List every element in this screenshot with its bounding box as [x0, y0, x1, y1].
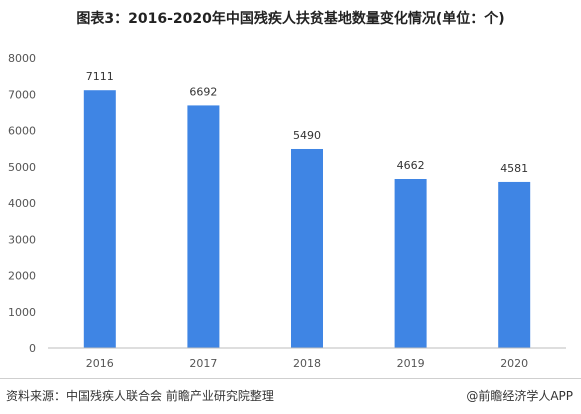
x-tick-label-2017: 2017 — [189, 357, 217, 370]
x-tick-label-2018: 2018 — [293, 357, 321, 370]
data-label-2019: 4662 — [397, 159, 425, 172]
x-tick-label-2016: 2016 — [86, 357, 114, 370]
bars-group — [83, 90, 531, 348]
bar-2020 — [498, 181, 531, 348]
y-tick-label: 2000 — [8, 270, 36, 283]
y-tick-label: 8000 — [8, 52, 36, 65]
y-tick-label: 6000 — [8, 125, 36, 138]
bar-2017 — [187, 105, 220, 348]
bar-2018 — [291, 148, 323, 348]
x-tick-label-2019: 2019 — [397, 357, 425, 370]
data-label-2020: 4581 — [500, 162, 528, 175]
data-label-2016: 7111 — [86, 70, 114, 83]
y-axis: 0 1000 2000 3000 4000 5000 6000 7000 8000 — [8, 52, 36, 355]
x-axis: 2016 2017 2018 2019 2020 — [48, 347, 566, 370]
bar-2019 — [394, 179, 427, 348]
y-tick-label: 3000 — [8, 233, 36, 246]
x-tick-label-2020: 2020 — [500, 357, 528, 370]
footer: 资料来源：中国残疾人联合会 前瞻产业研究院整理 @前瞻经济学人APP — [0, 378, 581, 414]
data-label-2018: 5490 — [293, 129, 321, 142]
source-note: 资料来源：中国残疾人联合会 前瞻产业研究院整理 — [6, 389, 274, 403]
y-tick-label: 7000 — [8, 88, 36, 101]
brand-credit: @前瞻经济学人APP — [466, 389, 573, 403]
chart-title: 图表3：2016-2020年中国残疾人扶贫基地数量变化情况(单位：个) — [76, 11, 505, 27]
y-tick-label: 5000 — [8, 161, 36, 174]
bar-chart: 0 1000 2000 3000 4000 5000 6000 7000 8000 7111 66… — [8, 52, 566, 370]
bar-2016 — [83, 90, 116, 348]
data-labels-group: 7111 6692 5490 4662 4581 — [86, 70, 528, 175]
y-tick-label: 1000 — [8, 306, 36, 319]
y-tick-label: 4000 — [8, 197, 36, 210]
data-label-2017: 6692 — [189, 85, 217, 98]
y-tick-label: 0 — [29, 342, 36, 355]
